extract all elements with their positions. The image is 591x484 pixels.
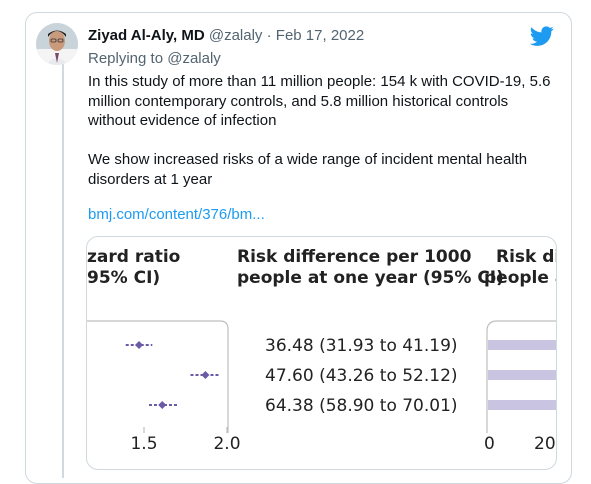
twitter-bird-icon[interactable] bbox=[530, 24, 554, 48]
point-estimate-1 bbox=[201, 371, 210, 379]
author-name[interactable]: Ziyad Al-Aly, MD bbox=[88, 27, 205, 44]
risk-bar-2 bbox=[488, 400, 556, 410]
axis1-tick-1: 2.0 bbox=[213, 434, 240, 454]
avatar[interactable] bbox=[36, 23, 78, 65]
risk-difference-0: 36.48 (31.93 to 41.19) bbox=[265, 336, 458, 356]
col3-header-line2: people a bbox=[484, 268, 556, 288]
panel3-frame bbox=[486, 320, 556, 433]
tweet-paragraph-1: In this study of more than 11 million pe… bbox=[88, 73, 551, 129]
col2-header-line2: people at one year (95% CI) bbox=[237, 268, 504, 288]
risk-difference-2: 64.38 (58.90 to 70.01) bbox=[265, 396, 458, 416]
tweet-text: In this study of more than 11 million pe… bbox=[88, 72, 558, 131]
tweet-link[interactable]: bmj.com/content/376/bm... bbox=[88, 206, 265, 223]
axis3-tick-0: 0 bbox=[484, 434, 495, 454]
forest-plot-figure: zard ratio 95% CI) Risk difference per 1… bbox=[87, 247, 556, 454]
axis1-tick-0: 1.5 bbox=[130, 434, 157, 454]
tweet-paragraph-2: We show increased risks of a wide range … bbox=[88, 151, 528, 188]
col1-header-line1: zard ratio bbox=[87, 247, 180, 267]
axis3-tick-1: 20 bbox=[534, 434, 556, 454]
risk-bar-1 bbox=[488, 370, 556, 380]
replying-handle[interactable]: @zalaly bbox=[167, 50, 221, 67]
tweet-header: Ziyad Al-Aly, MD @zalaly · Feb 17, 2022 bbox=[88, 27, 364, 44]
tweet-date[interactable]: Feb 17, 2022 bbox=[275, 27, 365, 44]
panel1-frame bbox=[87, 320, 229, 433]
media-image[interactable]: zard ratio 95% CI) Risk difference per 1… bbox=[86, 236, 557, 470]
replying-to: Replying to @zalaly bbox=[88, 50, 221, 67]
risk-difference-1: 47.60 (43.26 to 52.12) bbox=[265, 366, 458, 386]
col1-header-line2: 95% CI) bbox=[87, 268, 160, 288]
col3-header-line1: Risk di bbox=[496, 247, 556, 267]
separator: · bbox=[266, 27, 272, 44]
risk-bar-0 bbox=[488, 340, 556, 350]
replying-prefix: Replying to bbox=[88, 50, 164, 67]
thread-line bbox=[62, 58, 64, 478]
point-estimate-0 bbox=[135, 341, 144, 349]
point-estimate-2 bbox=[158, 401, 167, 409]
author-handle[interactable]: @zalaly bbox=[208, 27, 263, 44]
col2-header-line1: Risk difference per 1000 bbox=[237, 247, 472, 267]
